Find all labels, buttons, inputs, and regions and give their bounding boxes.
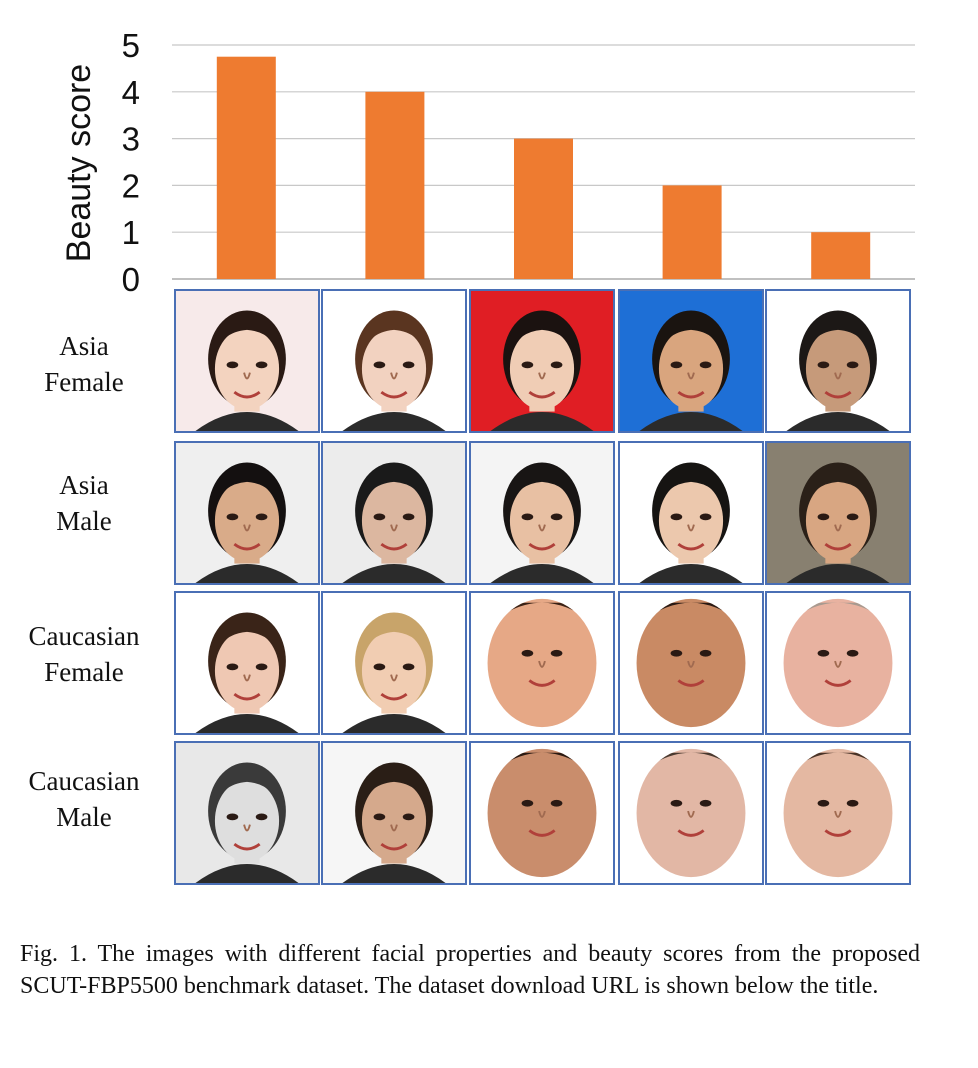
face-image: [321, 591, 467, 735]
bar: [216, 56, 276, 280]
face-image: [618, 741, 764, 885]
face-image: [321, 289, 467, 433]
y-tick-label: 1: [122, 214, 140, 251]
face-image: [174, 741, 320, 885]
face-image: [174, 591, 320, 735]
face-image: [469, 289, 615, 433]
bar: [662, 185, 722, 279]
face-image: [174, 289, 320, 433]
face-image: [618, 591, 764, 735]
beauty-score-bar-chart: 0 1 2 3 4 5 Beauty score: [60, 27, 915, 298]
face-image: [321, 441, 467, 585]
row-label-caucasian-female: Caucasian Female: [28, 621, 140, 687]
y-tick-label: 0: [122, 261, 140, 298]
face-image: [765, 289, 911, 433]
y-tick-label: 2: [122, 167, 140, 204]
row-label-caucasian-male: Caucasian Male: [28, 766, 140, 832]
face-image: [618, 441, 764, 585]
y-tick-label: 5: [122, 27, 140, 64]
bar: [365, 91, 425, 279]
face-image: [765, 441, 911, 585]
row-label-asia-male: Asia Male: [56, 470, 112, 536]
y-tick-label: 3: [122, 121, 140, 158]
face-image: [174, 441, 320, 585]
face-image: [469, 591, 615, 735]
face-image: [321, 741, 467, 885]
figure-caption: Fig. 1. The images with different facial…: [20, 941, 920, 999]
bar: [514, 138, 573, 279]
face-image: [765, 591, 911, 735]
y-tick-label: 4: [122, 74, 140, 111]
row-label-asia-female: Asia Female: [44, 331, 124, 397]
bar: [811, 232, 871, 279]
face-image: [618, 289, 764, 433]
face-image: [469, 741, 615, 885]
face-image: [469, 441, 615, 585]
face-image: [765, 741, 911, 885]
y-axis-label: Beauty score: [60, 64, 98, 262]
